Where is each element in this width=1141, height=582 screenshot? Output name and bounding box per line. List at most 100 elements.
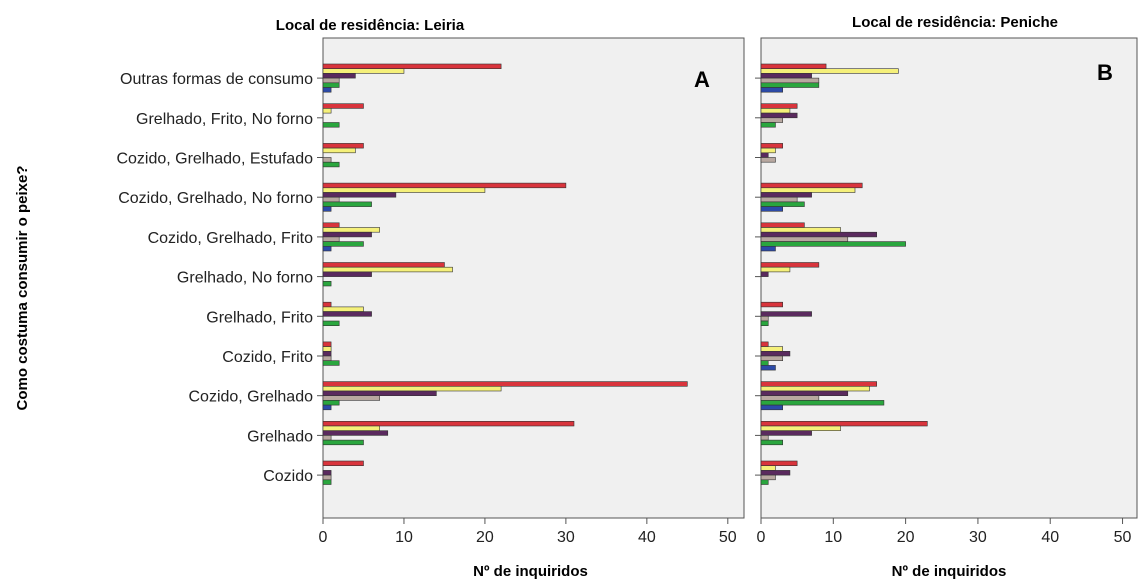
category-label: Cozido, Grelhado, Estufado: [116, 151, 313, 168]
bar: [760, 355, 783, 361]
bar: [760, 395, 820, 401]
panel-label: B: [1097, 60, 1113, 85]
y-axis-label: Como costuma consumir o peixe?: [14, 165, 31, 410]
bar: [322, 73, 356, 79]
bar: [760, 315, 769, 322]
bar: [760, 320, 769, 326]
bar: [322, 147, 356, 154]
bar: [760, 271, 769, 277]
bar: [760, 73, 812, 79]
bar: [760, 201, 805, 207]
chart-panel-b: Local de residência: Peniche B 0 10 20 30 40 50…: [755, 14, 1138, 580]
bar: [760, 346, 783, 352]
bar: [322, 196, 340, 203]
bar: [760, 143, 783, 149]
bar: [322, 474, 332, 481]
bar: [322, 360, 340, 366]
x-tick-label: 0: [757, 529, 766, 546]
bar: [322, 439, 364, 446]
bar: [760, 420, 928, 427]
bar: [760, 63, 827, 69]
bar: [322, 143, 364, 149]
bar: [760, 108, 791, 114]
bar: [760, 385, 870, 392]
bar: [322, 201, 372, 207]
bar: [760, 301, 783, 308]
x-axis-label: Nº de inquiridos: [892, 563, 1007, 580]
bar: [322, 395, 380, 401]
bar: [322, 350, 332, 357]
bar: [760, 68, 899, 74]
bar: [322, 280, 332, 287]
x-tick-label: 20: [897, 529, 915, 546]
bar: [322, 425, 380, 431]
bar: [760, 241, 906, 247]
bar: [322, 103, 364, 109]
bar: [322, 306, 364, 312]
bar: [760, 231, 877, 238]
bar: [760, 192, 812, 198]
bar: [760, 82, 820, 88]
bar: [322, 63, 502, 69]
bar: [322, 355, 332, 361]
bar: [322, 87, 332, 93]
bar: [322, 227, 380, 233]
bar: [322, 320, 340, 326]
bar: [322, 341, 332, 347]
bar: [760, 425, 841, 431]
bar: [322, 262, 445, 268]
x-tick-label: 50: [719, 529, 737, 546]
bar: [322, 82, 340, 88]
bar: [760, 236, 849, 242]
bar: [760, 117, 783, 123]
x-tick-label: 10: [824, 529, 842, 546]
category-label: Cozido, Frito: [222, 349, 313, 366]
bar: [760, 87, 783, 93]
chart-title: Local de residência: Leiria: [276, 17, 465, 34]
bar: [760, 365, 776, 371]
bar: [760, 435, 769, 441]
bar: [760, 122, 776, 128]
bar: [760, 404, 783, 411]
bar: [760, 474, 776, 481]
bar: [760, 341, 769, 347]
bar: [322, 390, 437, 396]
bar: [322, 400, 340, 406]
bar: [760, 266, 791, 273]
bar: [322, 266, 453, 273]
x-tick-label: 40: [638, 529, 656, 546]
bar: [760, 182, 863, 189]
bar: [760, 311, 812, 317]
bar: [760, 152, 769, 158]
bar: [760, 360, 769, 366]
category-label: Cozido, Grelhado, No forno: [118, 190, 313, 207]
bar: [322, 346, 332, 352]
bar: [322, 311, 372, 317]
bar: [760, 465, 776, 471]
bar: [760, 439, 783, 446]
category-label: Grelhado, Frito: [206, 309, 313, 326]
category-label: Grelhado: [247, 428, 313, 445]
bar: [760, 479, 769, 485]
bar: [760, 350, 791, 357]
bar: [760, 222, 805, 228]
bar: [322, 301, 332, 308]
bar: [322, 108, 332, 114]
x-tick-label: 20: [476, 529, 494, 546]
bar: [760, 390, 849, 396]
chart-title: Local de residência: Peniche: [852, 14, 1058, 31]
plot-area: [760, 37, 1138, 519]
bar: [760, 147, 776, 154]
bar: [760, 157, 776, 163]
bar: [760, 246, 776, 252]
bar: [322, 187, 486, 193]
bar: [760, 381, 877, 387]
bar: [322, 77, 340, 84]
category-label: Cozido: [263, 468, 313, 485]
bar: [322, 479, 332, 485]
bar: [322, 404, 332, 411]
x-tick-label: 30: [557, 529, 575, 546]
bar: [322, 182, 567, 189]
bar: [760, 206, 783, 212]
x-tick-label: 0: [319, 529, 328, 546]
